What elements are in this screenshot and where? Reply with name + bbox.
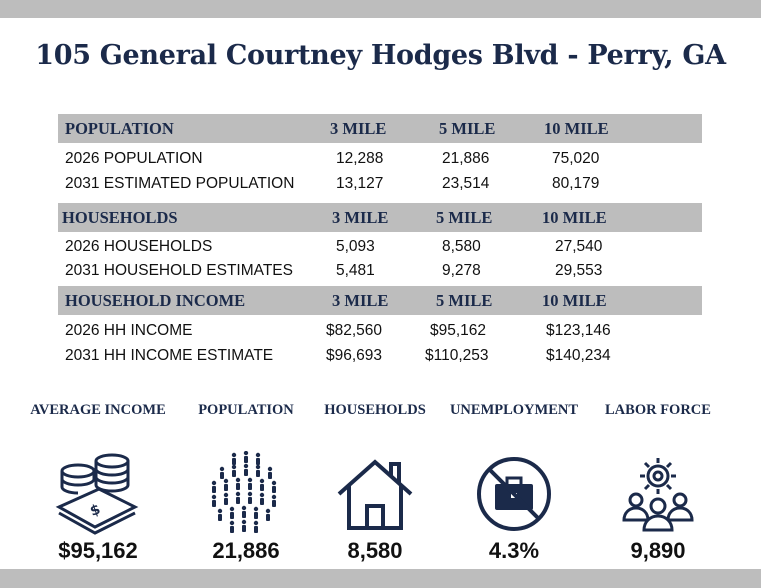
stat-value: 8,580 <box>347 538 403 563</box>
bottom-bar <box>0 569 761 588</box>
stat-population: POPULATION 21,886 <box>170 402 322 563</box>
value-5-mile: 9,278 <box>442 262 481 279</box>
house-icon <box>299 446 451 542</box>
col-3-mile: 3 MILE <box>332 291 389 310</box>
value-5-mile: $95,162 <box>430 322 487 339</box>
col-10-mile: 10 MILE <box>542 291 607 310</box>
value-10-mile: $123,146 <box>546 322 611 339</box>
section-header: POPULATION 3 MILE 5 MILE 10 MILE <box>58 114 702 143</box>
stat-labor-force: LABOR FORCE 9,890 <box>582 402 734 563</box>
population-section: POPULATION 3 MILE 5 MILE 10 MILE 2026 PO… <box>58 114 702 192</box>
row-label: 2031 HOUSEHOLD ESTIMATES <box>65 262 293 279</box>
row-label: 2031 ESTIMATED POPULATION <box>65 175 295 192</box>
section-header-label: POPULATION <box>65 119 174 138</box>
stat-unemployment: UNEMPLOYMENT 4.3% <box>438 402 590 563</box>
value-10-mile: 80,179 <box>552 175 600 192</box>
value-5-mile: 23,514 <box>442 175 490 192</box>
stat-value: 21,886 <box>212 538 280 563</box>
stat-label: LABOR FORCE <box>605 402 711 418</box>
value-5-mile: $110,253 <box>425 347 489 364</box>
stat-value: 9,890 <box>630 538 686 563</box>
stat-label: AVERAGE INCOME <box>30 402 166 418</box>
stat-value: $95,162 <box>58 538 138 563</box>
page-title: 105 General Courtney Hodges Blvd - Perry… <box>35 40 726 71</box>
value-10-mile: 75,020 <box>552 150 600 167</box>
stat-households: HOUSEHOLDS 8,580 <box>299 402 451 563</box>
col-5-mile: 5 MILE <box>436 291 493 310</box>
stat-average-income: AVERAGE INCOME $ $95,162 <box>22 402 174 563</box>
value-3-mile: $96,693 <box>326 347 383 364</box>
value-3-mile: $82,560 <box>326 322 383 339</box>
row-label: 2031 HH INCOME ESTIMATE <box>65 347 274 364</box>
row-label: 2026 HOUSEHOLDS <box>65 238 213 255</box>
money-stack-icon: $ <box>22 446 174 542</box>
household-income-section: HOUSEHOLD INCOME 3 MILE 5 MILE 10 MILE 2… <box>58 286 702 364</box>
value-3-mile: 5,093 <box>336 238 375 255</box>
col-3-mile: 3 MILE <box>332 208 389 227</box>
value-5-mile: 8,580 <box>442 238 481 255</box>
households-section: HOUSEHOLDS 3 MILE 5 MILE 10 MILE 2026 HO… <box>58 203 702 279</box>
top-bar <box>0 0 761 18</box>
value-5-mile: 21,886 <box>442 150 490 167</box>
value-10-mile: 27,540 <box>555 238 603 255</box>
row-label: 2026 HH INCOME <box>65 322 193 339</box>
stat-label: POPULATION <box>198 402 294 418</box>
section-header-label: HOUSEHOLDS <box>62 208 178 227</box>
stat-label: HOUSEHOLDS <box>324 402 426 418</box>
no-briefcase-icon <box>438 446 590 542</box>
team-gear-icon <box>582 446 734 542</box>
value-3-mile: 13,127 <box>336 175 384 192</box>
value-3-mile: 12,288 <box>336 150 384 167</box>
col-10-mile: 10 MILE <box>542 208 607 227</box>
col-10-mile: 10 MILE <box>544 119 609 138</box>
stat-value: 4.3% <box>488 538 540 563</box>
section-header: HOUSEHOLD INCOME 3 MILE 5 MILE 10 MILE <box>58 286 702 315</box>
value-3-mile: 5,481 <box>336 262 375 279</box>
value-10-mile: $140,234 <box>546 347 611 364</box>
stat-label: UNEMPLOYMENT <box>449 402 579 418</box>
value-10-mile: 29,553 <box>555 262 603 279</box>
row-label: 2026 POPULATION <box>65 150 203 167</box>
col-5-mile: 5 MILE <box>439 119 496 138</box>
section-header: HOUSEHOLDS 3 MILE 5 MILE 10 MILE <box>58 203 702 232</box>
section-header-label: HOUSEHOLD INCOME <box>65 291 246 310</box>
col-5-mile: 5 MILE <box>436 208 493 227</box>
col-3-mile: 3 MILE <box>330 119 387 138</box>
